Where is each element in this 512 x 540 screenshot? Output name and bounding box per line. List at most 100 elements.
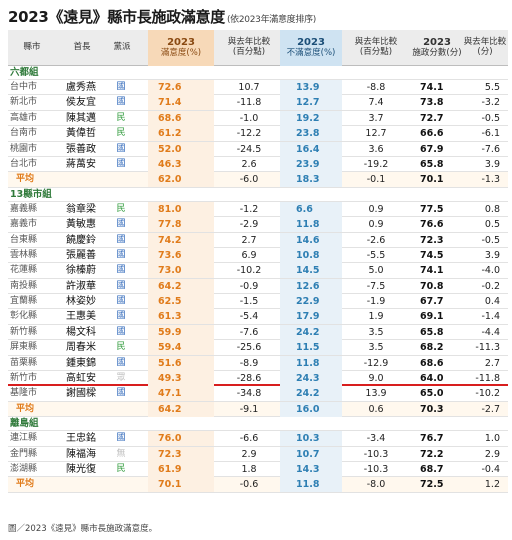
header-score: 2023 施政分數(分) xyxy=(412,37,462,58)
cell-satisfaction: 70.1 xyxy=(148,477,214,493)
cell-dis-change: 3.5 xyxy=(368,342,384,354)
cell-city: 苗栗縣 xyxy=(10,357,38,368)
cell-city: 平均 xyxy=(16,174,35,185)
cell-score: 74.1 xyxy=(420,265,444,277)
cell-chief: 黃敏惠 xyxy=(66,219,96,231)
cell-chief: 周春米 xyxy=(66,342,96,354)
cell-party: 國 xyxy=(116,388,126,399)
table-row: 新竹縣 楊文科 國 59.9 -7.6 24.2 3.5 65.8 -4.4 xyxy=(8,324,508,341)
average-row: 平均 64.2 -9.1 16.0 0.6 70.3 -2.7 xyxy=(8,401,508,418)
cell-sat-change: -0.6 xyxy=(239,479,259,491)
cell-dis-change: 1.9 xyxy=(368,311,384,323)
cell-chief: 許淑華 xyxy=(66,280,96,292)
cell-party: 國 xyxy=(116,219,126,230)
figure-caption: 圖／2023《遠見》縣市長施政滿意度。 xyxy=(8,524,158,534)
cell-sat-change: -10.2 xyxy=(236,265,262,277)
header-dissatisfaction: 2023 不滿意度(%) xyxy=(280,30,342,66)
cell-party: 民 xyxy=(116,463,126,474)
cell-score-change: 1.0 xyxy=(484,433,500,445)
cell-sat-change: -6.0 xyxy=(239,174,259,186)
cell-score-change: -0.4 xyxy=(481,463,500,475)
table-row: 屏東縣 周春米 民 59.4 -25.6 11.5 3.5 68.2 -11.3 xyxy=(8,340,508,356)
table-row: 金門縣 陳福海 無 72.3 2.9 10.7 -10.3 72.2 2.9 xyxy=(8,446,508,462)
table-row: 苗栗縣 鍾東錦 國 51.6 -8.9 11.8 -12.9 68.6 2.7 xyxy=(8,355,508,372)
cell-dis-change: -8.8 xyxy=(366,82,386,93)
cell-score-change: -11.3 xyxy=(475,342,500,354)
cell-score: 74.1 xyxy=(420,82,444,93)
cell-score-change: -4.0 xyxy=(481,265,500,277)
cell-sat-change: -9.1 xyxy=(239,403,259,415)
table-row: 宜蘭縣 林姿妙 國 62.5 -1.5 22.9 -1.9 67.7 0.4 xyxy=(8,294,508,310)
cell-score-change: 3.9 xyxy=(484,158,500,170)
cell-score-change: 0.5 xyxy=(484,219,500,231)
header-satisfaction: 2023 滿意度(%) xyxy=(148,30,214,66)
cell-dissatisfaction: 11.8 xyxy=(280,217,342,233)
cell-satisfaction: 52.0 xyxy=(148,141,214,157)
cell-score: 68.6 xyxy=(420,357,444,369)
cell-city: 嘉義市 xyxy=(10,219,38,230)
cell-satisfaction: 64.2 xyxy=(148,278,214,294)
table-row: 台中市 盧秀燕 國 72.6 10.7 13.9 -8.8 74.1 5.5 xyxy=(8,80,508,96)
cell-score: 65.0 xyxy=(420,388,444,400)
cell-sat-change: -24.5 xyxy=(236,143,262,155)
cell-dis-change: -8.0 xyxy=(366,479,386,491)
cell-score-change: 0.4 xyxy=(484,296,500,308)
cell-sat-change: -12.2 xyxy=(236,128,262,140)
cell-city: 花蓮縣 xyxy=(10,265,38,276)
cell-party: 民 xyxy=(116,342,126,353)
title-text: 2023《遠見》縣市長施政滿意度 xyxy=(8,8,225,26)
cell-satisfaction: 59.4 xyxy=(148,340,214,356)
cell-dis-change: 5.0 xyxy=(368,265,384,277)
header-party: 黨派 xyxy=(113,42,131,53)
cell-party: 國 xyxy=(116,97,126,108)
cell-chief: 王忠銘 xyxy=(66,433,96,445)
cell-satisfaction: 76.0 xyxy=(148,431,214,447)
cell-city: 雲林縣 xyxy=(10,249,38,260)
cell-sat-change: -11.8 xyxy=(236,97,262,109)
cell-score: 77.5 xyxy=(420,203,444,215)
cell-party: 國 xyxy=(116,296,126,307)
cell-dis-change: -1.9 xyxy=(366,296,386,308)
cell-party: 國 xyxy=(116,158,126,169)
cell-satisfaction: 72.6 xyxy=(148,80,214,95)
cell-dissatisfaction: 10.8 xyxy=(280,247,342,263)
cell-score: 66.6 xyxy=(420,128,444,140)
table-row: 連江縣 王忠銘 國 76.0 -6.6 10.3 -3.4 76.7 1.0 xyxy=(8,431,508,447)
cell-city: 新竹縣 xyxy=(10,326,38,337)
cell-satisfaction: 73.6 xyxy=(148,247,214,263)
cell-sat-change: -6.6 xyxy=(239,433,259,445)
table-row: 雲林縣 張麗善 國 73.6 6.9 10.8 -5.5 74.5 3.9 xyxy=(8,247,508,264)
cell-satisfaction: 74.2 xyxy=(148,232,214,248)
table-body: 六都組 台中市 盧秀燕國 72.6 10.7 13.9 -8.8 74.1 5.5 新北市 侯友宜國… xyxy=(8,66,508,493)
cell-score-change: 0.8 xyxy=(484,203,500,215)
cell-score: 68.2 xyxy=(420,342,444,354)
cell-sat-change: -28.6 xyxy=(236,373,262,385)
cell-dis-change: 13.9 xyxy=(365,388,387,400)
cell-score-change: -1.4 xyxy=(481,311,500,323)
cell-dis-change: 9.0 xyxy=(368,373,384,385)
cell-satisfaction: 77.8 xyxy=(148,217,214,233)
cell-party: 國 xyxy=(116,280,126,291)
cell-score-change: 3.9 xyxy=(484,249,500,261)
cell-dissatisfaction: 22.9 xyxy=(280,294,342,310)
table-row: 嘉義市 黃敏惠 國 77.8 -2.9 11.8 0.9 76.6 0.5 xyxy=(8,217,508,233)
table-row: 桃園市 張善政 國 52.0 -24.5 16.4 3.6 67.9 -7.6 xyxy=(8,141,508,157)
group-header: 離島組 xyxy=(8,417,508,432)
cell-dis-change: 3.7 xyxy=(368,112,384,124)
cell-party: 國 xyxy=(116,311,126,322)
table-row: 花蓮縣 徐榛蔚 國 73.0 -10.2 14.5 5.0 74.1 -4.0 xyxy=(8,263,508,279)
title-subtitle: (依2023年滿意度排序) xyxy=(226,15,316,25)
cell-score-change: -7.6 xyxy=(481,143,500,155)
cell-chief: 楊文科 xyxy=(66,326,96,338)
cell-sat-change: -1.2 xyxy=(239,203,259,215)
cell-dissatisfaction: 13.9 xyxy=(280,80,342,95)
cell-dis-change: -19.2 xyxy=(363,158,389,170)
cell-satisfaction: 71.4 xyxy=(148,95,214,111)
cell-party: 國 xyxy=(116,234,126,245)
cell-score-change: -0.2 xyxy=(481,280,500,292)
cell-score-change: -1.3 xyxy=(481,174,500,186)
group-header: 六都組 xyxy=(8,66,508,80)
cell-dissatisfaction: 6.6 xyxy=(280,201,342,217)
cell-score: 64.0 xyxy=(420,373,444,385)
cell-sat-change: 10.7 xyxy=(238,82,260,93)
